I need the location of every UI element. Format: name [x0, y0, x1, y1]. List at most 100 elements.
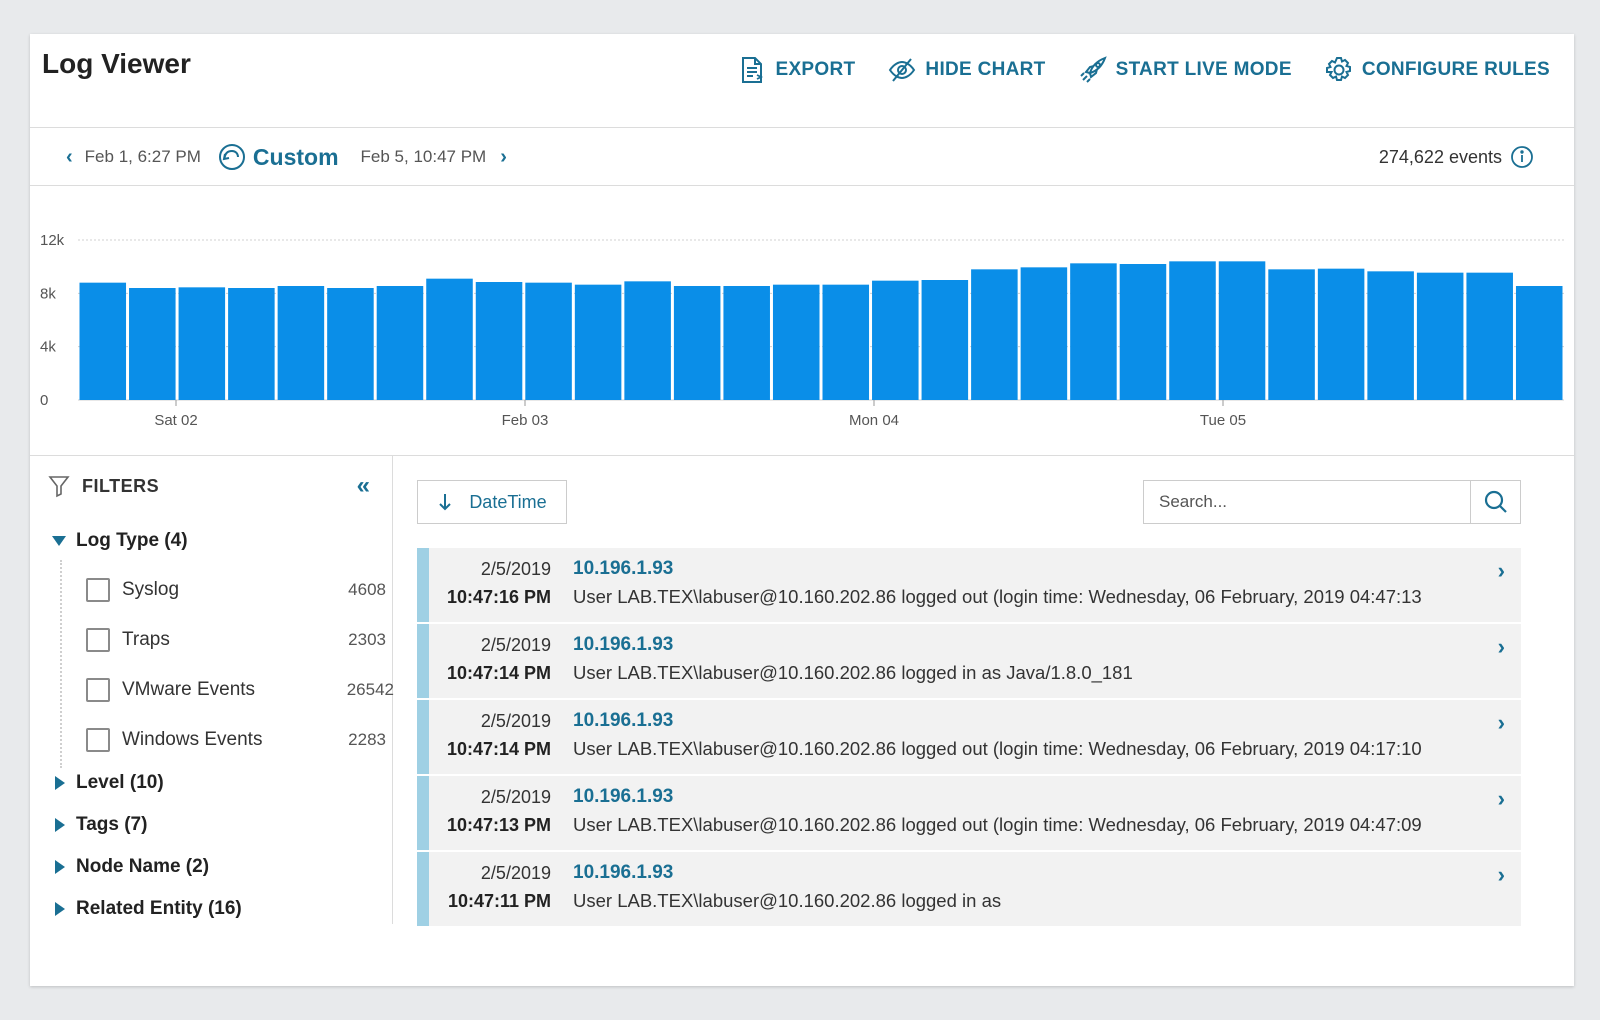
- start-live-mode-button[interactable]: START LIVE MODE: [1078, 54, 1292, 86]
- log-time: 10:47:14 PM: [446, 663, 551, 683]
- filter-group-tags[interactable]: Tags (7): [52, 814, 147, 836]
- search-input[interactable]: [1144, 481, 1470, 523]
- log-source-ip[interactable]: 10.196.1.93: [573, 786, 674, 807]
- next-range-chevron-icon[interactable]: ›: [500, 145, 507, 168]
- filter-option-label: VMware Events: [122, 679, 256, 700]
- export-icon: [742, 57, 764, 83]
- y-tick-label: 8k: [40, 285, 56, 302]
- log-date: 2/5/2019: [480, 635, 551, 655]
- log-row[interactable]: 2/5/2019 10:47:11 PM 10.196.1.93 User LA…: [417, 852, 1521, 926]
- hide-chart-button[interactable]: HIDE CHART: [887, 54, 1045, 86]
- log-row[interactable]: 2/5/2019 10:47:16 PM 10.196.1.93 User LA…: [417, 548, 1521, 622]
- filter-group-node-name[interactable]: Node Name (2): [52, 856, 209, 878]
- histogram-bar: [228, 288, 275, 400]
- filter-group-label: Node Name (2): [76, 856, 210, 877]
- log-row[interactable]: 2/5/2019 10:47:13 PM 10.196.1.93 User LA…: [417, 776, 1521, 850]
- checkbox[interactable]: [86, 578, 110, 602]
- log-row[interactable]: 2/5/2019 10:47:14 PM 10.196.1.93 User LA…: [417, 624, 1521, 698]
- histogram-bar: [1317, 268, 1365, 400]
- histogram-bar: [723, 286, 770, 400]
- filter-option-label: Traps: [122, 629, 170, 650]
- filter-group-log-type[interactable]: Log Type (4): [52, 530, 188, 552]
- sort-label: DateTime: [469, 491, 547, 512]
- checkbox[interactable]: [86, 728, 110, 752]
- log-source-ip[interactable]: 10.196.1.93: [573, 862, 674, 883]
- histogram-bar: [475, 282, 523, 400]
- configure-rules-button[interactable]: CONFIGURE RULES: [1324, 54, 1550, 86]
- eye-slash-icon: [889, 58, 916, 82]
- log-source-ip[interactable]: 10.196.1.93: [573, 634, 674, 655]
- histogram-bar: [673, 286, 721, 400]
- chevron-right-icon[interactable]: ›: [1497, 862, 1505, 887]
- event-histogram: 12k 8k 4k 0 Sat 02 Feb 03 Mon 04 Tue 05: [30, 186, 1574, 456]
- y-tick-label: 12k: [40, 232, 65, 249]
- collapsed-triangle-icon: [55, 818, 65, 832]
- filter-option-traps: Traps 2303: [86, 628, 386, 652]
- histogram-bar: [574, 284, 622, 400]
- chevron-right-icon[interactable]: ›: [1497, 634, 1505, 659]
- custom-range-button[interactable]: Custom: [217, 142, 339, 172]
- log-message: User LAB.TEX\labuser@10.160.202.86 logge…: [573, 738, 1422, 759]
- histogram-svg: 12k 8k 4k 0 Sat 02 Feb 03 Mon 04 Tue 05: [40, 232, 1564, 429]
- log-time: 10:47:16 PM: [446, 587, 551, 607]
- time-range-controls: ‹ Feb 1, 6:27 PM Custom Feb 5, 10:47 PM …: [66, 141, 507, 173]
- log-date: 2/5/2019: [480, 559, 551, 579]
- collapsed-triangle-icon: [55, 902, 65, 916]
- histogram-bar: [1466, 272, 1513, 400]
- search-button[interactable]: [1470, 481, 1520, 523]
- histogram-bar: [1218, 261, 1266, 400]
- filter-option-label: Windows Events: [122, 729, 263, 750]
- collapsed-triangle-icon: [55, 860, 65, 874]
- log-source-ip[interactable]: 10.196.1.93: [573, 558, 674, 579]
- hide-chart-label: HIDE CHART: [925, 59, 1046, 80]
- histogram-bar: [1020, 267, 1068, 400]
- histogram-bar: [426, 278, 473, 400]
- event-count-label: 274,622 events: [1378, 146, 1502, 167]
- histogram-bar: [624, 281, 671, 400]
- filter-group-related-entity[interactable]: Related Entity (16): [52, 898, 242, 920]
- chevron-right-icon[interactable]: ›: [1497, 558, 1505, 583]
- log-row[interactable]: 2/5/2019 10:47:14 PM 10.196.1.93 User LA…: [417, 700, 1521, 774]
- chevron-right-icon[interactable]: ›: [1497, 786, 1505, 811]
- filter-group-level[interactable]: Level (10): [52, 772, 164, 794]
- log-time: 10:47:13 PM: [446, 815, 551, 835]
- history-icon: [218, 144, 245, 170]
- time-range-bar: ‹ Feb 1, 6:27 PM Custom Feb 5, 10:47 PM …: [30, 128, 1574, 186]
- filters-title: FILTERS: [82, 475, 160, 496]
- info-icon[interactable]: [1510, 145, 1534, 169]
- histogram-bar: [872, 280, 919, 400]
- histogram-bar: [1070, 263, 1117, 400]
- histogram-bar: [525, 282, 572, 400]
- log-source-ip[interactable]: 10.196.1.93: [573, 710, 674, 731]
- filter-option-count: 2303: [348, 630, 386, 649]
- log-message: User LAB.TEX\labuser@10.160.202.86 logge…: [573, 814, 1422, 835]
- histogram-bar: [1367, 271, 1414, 400]
- log-type-options: Syslog 4608 Traps 2303 VMware Events 265…: [60, 560, 394, 768]
- x-tick-label: Sat 02: [154, 412, 197, 429]
- funnel-icon: [48, 476, 70, 498]
- checkbox[interactable]: [86, 678, 110, 702]
- previous-range-chevron-icon[interactable]: ‹: [66, 145, 73, 168]
- filters-header: FILTERS: [48, 474, 159, 498]
- filter-group-label: Tags (7): [76, 814, 148, 835]
- expanded-triangle-icon: [52, 536, 66, 546]
- filter-option-count: 2283: [348, 730, 386, 749]
- search-box: [1143, 480, 1521, 524]
- x-tick-label: Mon 04: [849, 412, 899, 429]
- checkbox[interactable]: [86, 628, 110, 652]
- x-tick-label: Tue 05: [1200, 412, 1246, 429]
- histogram-bar: [376, 286, 424, 400]
- histogram-bar: [129, 288, 176, 400]
- log-time: 10:47:11 PM: [447, 891, 551, 911]
- histogram-bar: [971, 269, 1018, 400]
- histogram-bar: [79, 282, 127, 400]
- arrow-down-icon: [439, 494, 452, 511]
- chevron-right-icon[interactable]: ›: [1497, 710, 1505, 735]
- collapse-filters-button[interactable]: «: [356, 472, 370, 499]
- export-button[interactable]: EXPORT: [737, 54, 855, 86]
- y-tick-label: 4k: [40, 339, 56, 356]
- filter-group-label: Log Type (4): [76, 530, 188, 551]
- sort-datetime-button[interactable]: DateTime: [417, 480, 567, 524]
- search-icon: [1484, 490, 1507, 513]
- range-start-label: Feb 1, 6:27 PM: [84, 147, 201, 166]
